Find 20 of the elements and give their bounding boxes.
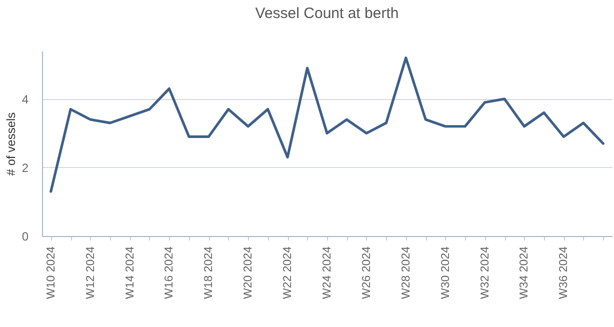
chart-title: Vessel Count at berth [255,5,399,22]
x-tick-label: W28 2024 [400,246,412,299]
y-axis-title: # of vessels [4,112,18,176]
x-tick-label: W32 2024 [479,246,492,299]
x-tick-label: W34 2024 [518,246,531,299]
y-tick-label: 4 [22,92,29,106]
x-tick-label: W14 2024 [124,246,136,299]
y-tick-label: 0 [22,230,29,244]
x-tick-label: W30 2024 [440,246,452,299]
x-tick-label: W10 2024 [45,246,58,299]
x-tick-label: W12 2024 [84,246,97,299]
x-tick-label: W22 2024 [282,246,294,299]
x-tick-label: W20 2024 [242,246,255,299]
y-tick-label: 2 [22,160,29,175]
x-tick-label: W26 2024 [360,246,373,299]
line-series [50,56,604,193]
x-tick-label: W16 2024 [164,246,176,299]
x-tick-label: W36 2024 [558,246,570,299]
x-tick-label: W24 2024 [322,246,334,299]
x-tick-label: W18 2024 [203,246,216,299]
